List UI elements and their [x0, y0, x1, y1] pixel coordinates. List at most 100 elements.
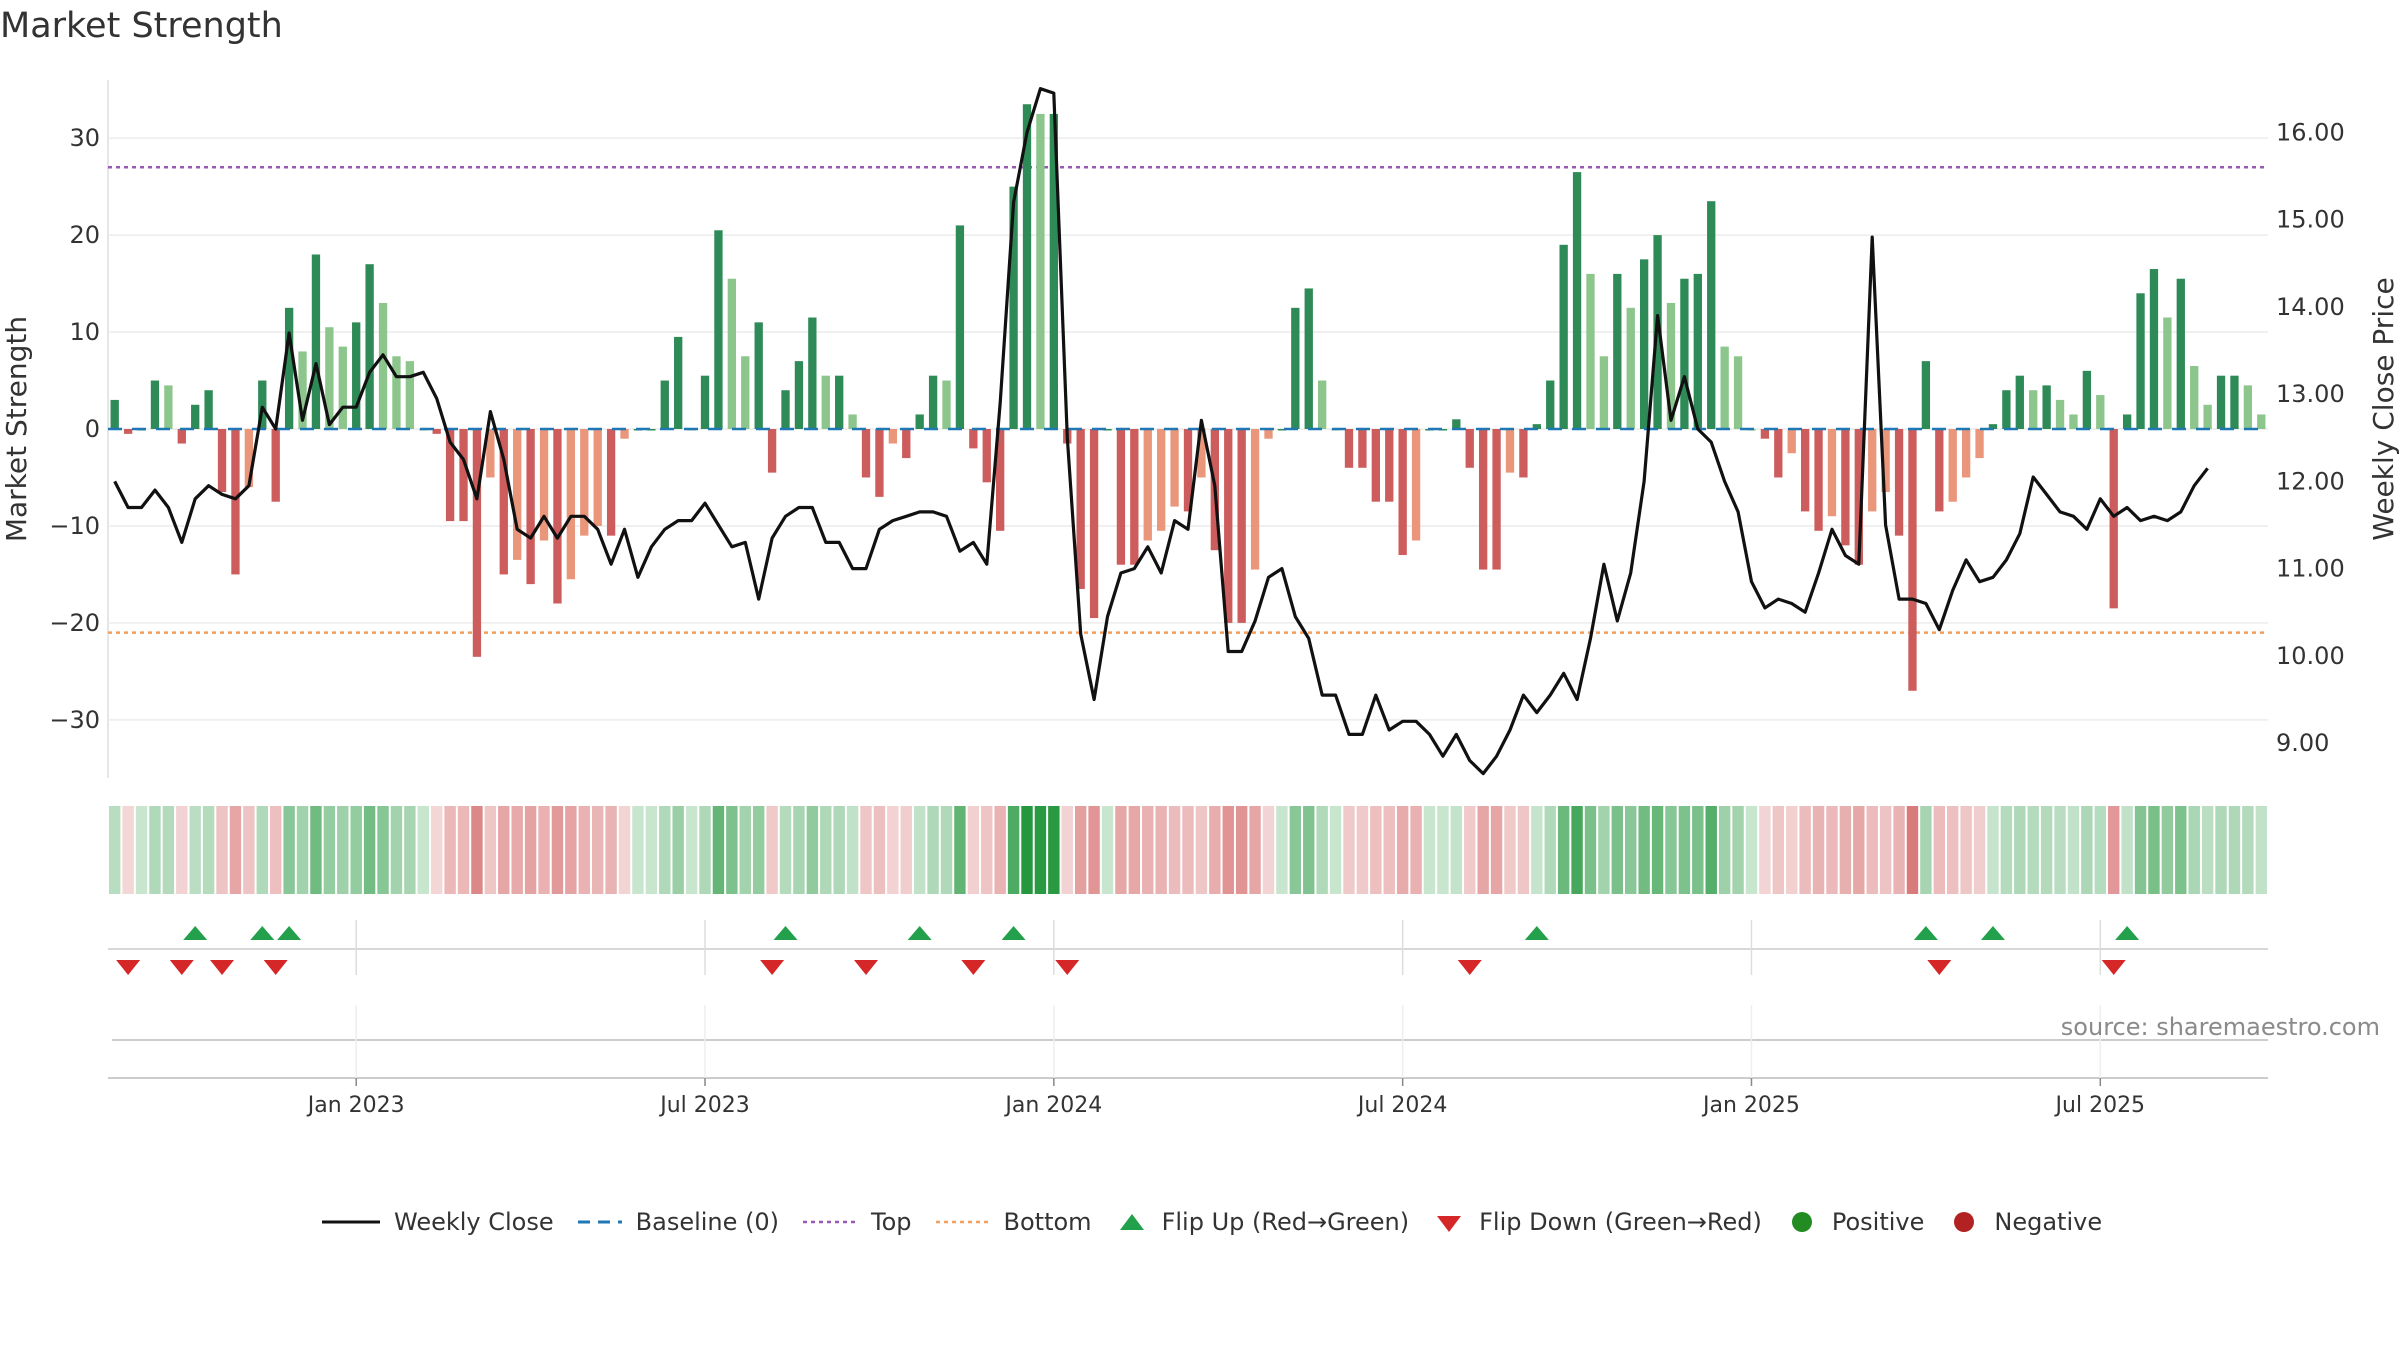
flip-down-marker: [1457, 960, 1482, 975]
legend-item-positive[interactable]: Positive: [1784, 1208, 1924, 1236]
heat-strip-cell: [1383, 806, 1395, 894]
heat-strip-cell: [2040, 806, 2053, 894]
strength-bar: [110, 399, 119, 429]
strength-bar: [2029, 390, 2038, 429]
heat-strip-cell: [1396, 806, 1409, 894]
strength-bar: [794, 361, 804, 429]
heat-strip-cell: [377, 806, 389, 894]
heat-strip-cell: [860, 806, 872, 894]
heat-strip-cell: [685, 806, 698, 894]
baseline-swatch: [577, 1220, 622, 1224]
weekly-close-line: [113, 87, 2209, 776]
strength-bar: [1760, 429, 1770, 439]
strength-bar: [177, 429, 186, 444]
strength-bar: [1720, 346, 1729, 429]
heat-strip-cell: [1692, 806, 1704, 894]
strength-bar: [1519, 429, 1528, 478]
strength-bar: [1143, 429, 1152, 541]
strength-bar: [1814, 429, 1823, 531]
strength-bar: [284, 307, 294, 429]
heat-strip-cell: [833, 806, 845, 894]
strength-bar: [378, 302, 388, 429]
x-tick-label: Jan 2024: [1003, 1093, 1102, 1118]
strength-bar: [928, 375, 938, 429]
legend-item-flip-up[interactable]: Flip Up (Red→Green): [1114, 1208, 1409, 1236]
strength-bar: [1371, 429, 1380, 502]
strength-bar: [1827, 429, 1837, 517]
strength-bar: [150, 380, 160, 429]
heat-strip-cell: [1651, 806, 1664, 894]
heat-strip-cell: [1249, 806, 1261, 894]
heat-strip-cell: [404, 806, 416, 894]
strength-bar: [1438, 429, 1448, 431]
heat-strip-cell: [1598, 806, 1610, 894]
heat-strip-cell: [498, 806, 510, 894]
strength-bar: [2136, 293, 2145, 429]
y-tick-label-left: 30: [69, 124, 100, 152]
strength-bar: [1787, 429, 1796, 454]
heat-strip-cell: [1235, 806, 1248, 894]
legend-item-baseline[interactable]: Baseline (0): [576, 1208, 779, 1236]
heat-strip-cell: [1826, 806, 1838, 894]
heat-strip-cell: [1450, 806, 1463, 894]
strength-bar: [875, 429, 884, 497]
heat-strip-cell: [269, 806, 282, 894]
legend-item-negative[interactable]: Negative: [1946, 1208, 2102, 1236]
strength-bar: [821, 375, 830, 429]
strength-bar: [405, 361, 415, 429]
strength-bar: [767, 429, 777, 473]
strength-bar: [2190, 365, 2199, 429]
strength-bar: [888, 429, 898, 444]
heat-strip-cell: [565, 806, 577, 894]
heat-strip-cell: [1007, 806, 1020, 894]
legend-item-top[interactable]: Top: [801, 1208, 912, 1236]
legend-item-bottom[interactable]: Bottom: [934, 1208, 1092, 1236]
heat-strip-cell: [2081, 806, 2093, 894]
heat-strip-cell: [1772, 806, 1785, 894]
heat-strip-cell: [1303, 806, 1315, 894]
strength-bar: [1344, 429, 1354, 468]
strength-bar: [352, 322, 361, 429]
strength-bar: [1492, 429, 1501, 570]
heat-strip-cell: [1571, 806, 1583, 894]
strength-bar: [2082, 370, 2092, 429]
heat-strip-cell: [1544, 806, 1556, 894]
strength-bar: [1988, 424, 1998, 429]
strength-bar: [942, 380, 951, 429]
flip-up-marker: [183, 926, 208, 940]
strength-bar: [2109, 429, 2118, 609]
strength-bar: [513, 429, 522, 560]
heat-strip-cell: [900, 806, 912, 894]
heat-strip-cell: [1370, 806, 1382, 894]
flip-up-marker: [1913, 926, 1938, 940]
strength-bar: [1116, 429, 1126, 565]
strength-bar: [1532, 424, 1541, 429]
heat-strip-cell: [752, 806, 765, 894]
legend-label-flip-down: Flip Down (Green→Red): [1479, 1208, 1762, 1236]
heat-strip-cell: [1718, 806, 1731, 894]
heat-strip-cell: [940, 806, 953, 894]
strength-bar: [955, 225, 965, 429]
legend-item-weekly-close[interactable]: Weekly Close: [320, 1208, 554, 1236]
strength-bar: [1224, 429, 1233, 623]
heat-strip-cell: [887, 806, 899, 894]
heat-strip-cell: [2027, 806, 2039, 894]
heat-strip-cell: [1437, 806, 1449, 894]
chart-title: Market Strength: [0, 6, 283, 46]
heat-strip-cell: [189, 806, 201, 894]
legend-item-flip-down[interactable]: Flip Down (Green→Red): [1431, 1208, 1762, 1236]
negative-dot-icon: [1954, 1212, 1975, 1232]
heat-strip-cell: [2094, 806, 2107, 894]
strength-bar: [472, 429, 482, 657]
strength-bar: [1049, 113, 1058, 430]
heat-strip-cell: [484, 806, 497, 894]
heat-strip-cell: [1048, 806, 1060, 894]
strength-bar: [311, 254, 321, 429]
strength-bar: [365, 264, 374, 429]
heat-strip-cell: [2242, 806, 2254, 894]
heat-strip-cell: [337, 806, 349, 894]
flip-down-marker: [854, 960, 879, 975]
flip-up-marker: [2115, 926, 2140, 940]
y-tick-label-right: 10.00: [2276, 642, 2345, 670]
heat-strip-cell: [699, 806, 711, 894]
